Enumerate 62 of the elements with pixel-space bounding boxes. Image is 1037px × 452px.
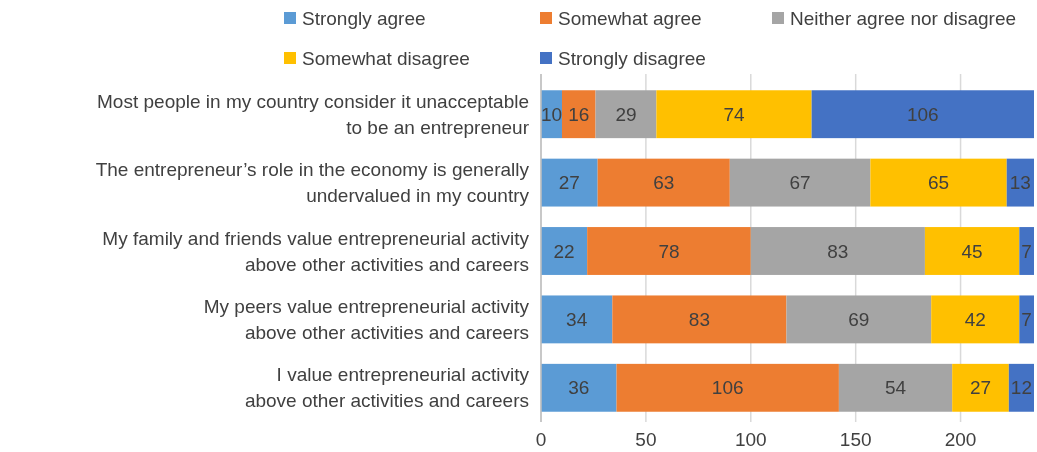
data-label: 13 [1009,172,1031,194]
data-label: 22 [553,240,575,262]
bar [1019,295,1034,344]
x-tick-label: 150 [839,429,872,450]
data-label: 27 [558,172,580,194]
bar [595,90,657,139]
legend-label: Somewhat agree [558,7,702,29]
data-label: 83 [688,309,710,331]
data-label: 42 [964,309,986,331]
bar [656,90,812,139]
data-label: 63 [653,172,675,194]
legend-label: Strongly agree [302,7,426,29]
data-label: 106 [906,103,939,125]
data-label: 27 [969,377,992,399]
bar [541,158,598,207]
bar [870,158,1007,207]
data-label: 45 [961,240,983,262]
data-label: 65 [927,172,950,194]
y-tick-label: My family and friends value entrepreneurial activity above other activities and careers [102,227,530,275]
bar [750,227,925,275]
x-tick-label: 0 [535,429,547,450]
y-tick-label: Most people in my country consider it unacceptable to be an entrepreneur [97,90,530,138]
legend-label: Neither agree nor disagree [790,7,1017,29]
bar [811,90,1034,139]
x-tick-label: 200 [944,429,977,450]
bar [729,158,871,207]
data-label: 12 [1010,377,1032,399]
y-tick-label: My peers value entrepreneurial activity above other activities and careers [203,296,530,344]
data-label: 36 [568,377,590,399]
bar [561,90,596,139]
data-label: 67 [789,172,811,194]
data-label: 34 [566,309,588,331]
bar [931,295,1020,344]
data-label: 74 [723,103,745,125]
bar [838,363,953,412]
bar [924,227,1020,275]
y-tick-label: The entrepreneur’s role in the economy is generally undervalued in my country [95,159,530,207]
bar [541,227,588,275]
bar [952,363,1009,412]
bar [612,295,787,344]
x-tick-label: 100 [734,429,767,450]
legend-label: Strongly disagree [558,47,706,69]
data-label: 7 [1021,309,1032,331]
data-label: 7 [1021,240,1032,262]
data-label: 54 [884,377,907,399]
x-tick-label: 50 [635,429,657,450]
data-label: 16 [568,103,590,125]
bar [1019,227,1034,275]
bar [587,227,751,275]
bar [541,295,613,344]
bar [541,363,617,412]
y-tick-label: I value entrepreneurial activity above other activities and careers [244,364,530,412]
bar [597,158,730,207]
data-label: 106 [711,377,744,399]
legend-label: Somewhat disagree [302,47,470,69]
data-label: 10 [540,103,563,125]
data-label: 78 [658,240,680,262]
data-label: 83 [827,240,849,262]
data-label: 29 [615,103,637,125]
bar [616,363,839,412]
data-label: 69 [848,309,870,331]
bar [786,295,932,344]
